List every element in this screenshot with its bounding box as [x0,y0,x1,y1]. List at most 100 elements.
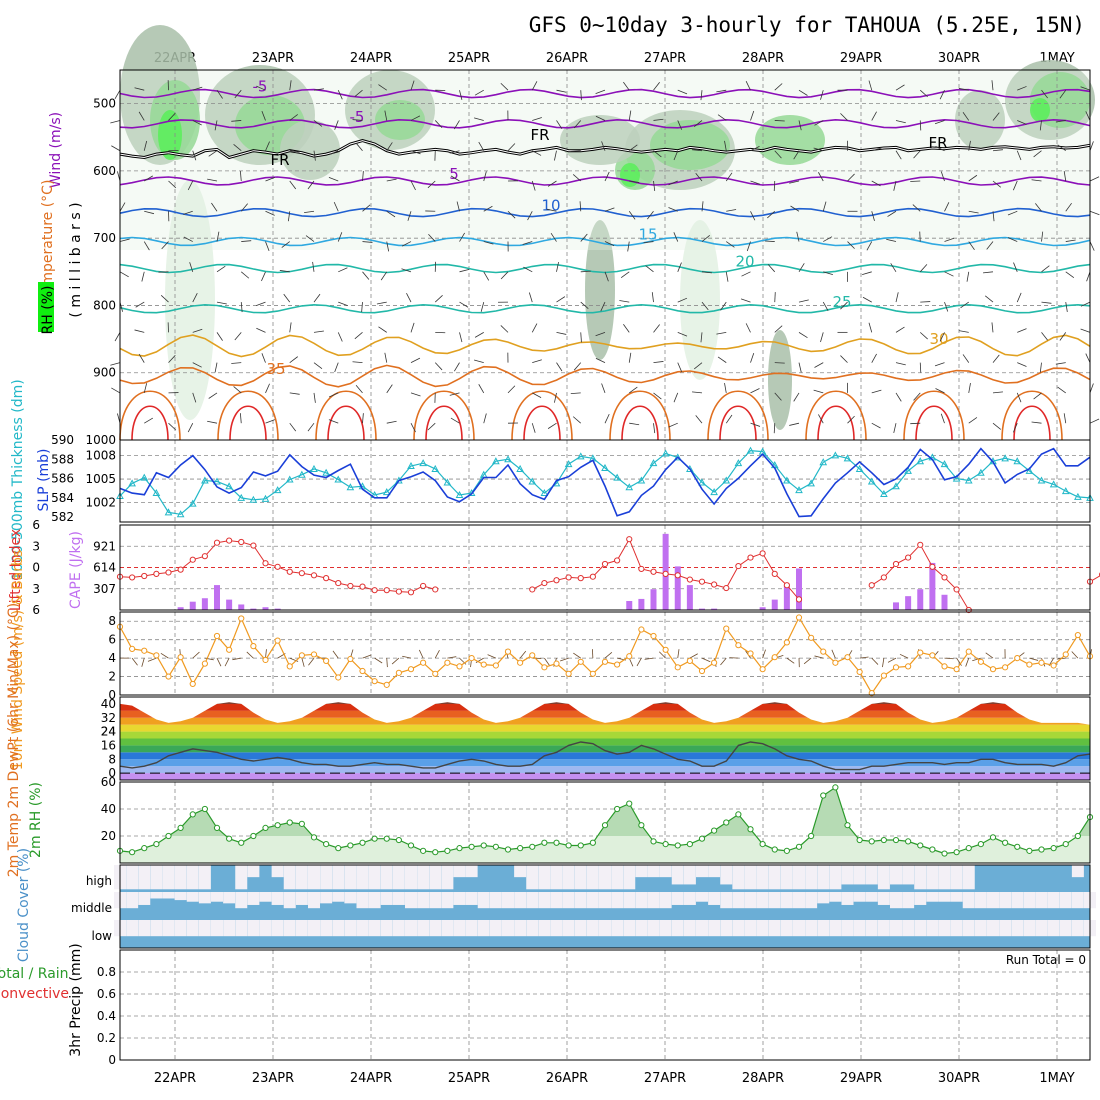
wind-barb [289,657,299,662]
wind-speed-marker [808,634,815,641]
wind-barb [207,178,218,182]
rh-marker [929,846,936,853]
temp-band [120,752,1090,760]
date-label-top: 28APR [742,51,784,66]
wind-barb [192,150,197,161]
wind-barb [692,149,703,152]
cape-bar [674,566,681,610]
wind-barb [138,353,145,363]
lifted-index-marker [626,536,633,543]
wind-barb [192,328,203,333]
wind-speed-marker [517,659,524,666]
wind-barb [241,240,252,242]
wind-barb [239,413,242,424]
wind-barb [1063,413,1067,424]
cloud-gap [671,892,684,905]
wind-speed-marker [1026,661,1033,668]
y-tick-thickness: 590 [51,433,74,447]
lifted-index-marker [698,578,706,585]
contour-loop [229,405,267,441]
wind-barb [934,120,945,125]
wind-speed-marker [892,664,900,671]
wind-barb [1041,89,1048,99]
cloud-gap [829,920,842,937]
wind-barb [580,332,582,343]
wind-speed-marker [129,645,136,652]
rh-marker [614,805,621,813]
rh-marker [407,842,415,849]
wind-barb [386,241,390,252]
wind-speed-marker [407,666,415,673]
thickness-marker [201,476,209,484]
y-label-rh2m: 2m RH (%) [28,782,44,858]
wind-barb [604,413,610,424]
cape-bar [250,608,257,610]
wind-speed-marker [1074,631,1081,639]
wind-barb [532,150,542,156]
wind-barb [944,237,955,242]
rh-marker [504,846,512,853]
wind-barb [668,207,678,212]
cloud-gap [962,920,975,937]
cloud-gap [320,865,333,890]
wind-barb [745,81,751,91]
cape-bar [238,604,245,610]
cloud-gap [829,892,842,902]
cloud-gap [380,920,393,937]
wind-barb [773,423,776,434]
thickness-marker [188,499,197,507]
cloud-gap [926,920,939,937]
panel-frame [119,439,1091,523]
thickness-marker [407,462,415,470]
wind-barb [668,180,678,186]
wind-barb [434,362,443,371]
rh-marker [189,811,196,818]
wind-barb [386,384,393,394]
wind-speed-marker [795,614,803,621]
panel-frame [119,864,1091,949]
thickness-marker [419,459,427,467]
lifted-index-marker [759,550,766,557]
cloud-gap [356,892,369,909]
thickness-marker [310,464,318,472]
wind-barb [328,177,339,182]
cloud-level-label: high [86,874,112,888]
cloud-gap [720,865,733,885]
cloud-gap [441,892,454,909]
date-label-bottom: 23APR [252,1071,294,1086]
contour-loop [511,390,573,441]
thickness-marker [1013,457,1022,465]
contour-loop [315,390,377,441]
wind-barb [454,362,460,372]
thickness-marker [176,510,185,518]
lifted-index-marker [941,574,948,581]
wind-barb [147,657,157,662]
wind-barb [887,210,897,217]
wind-barb [289,422,297,432]
wind-barb [629,180,640,183]
cloud-gap [308,892,320,909]
cloud-gap [1059,892,1072,909]
lifted-index-marker [771,570,778,577]
wind-barb [895,326,905,333]
rh-marker [601,822,609,829]
cloud-gap [756,892,769,909]
wind-barb [1029,657,1039,661]
wind-barb [798,263,805,273]
cloud-gap [429,920,442,937]
wind-barb [601,383,606,394]
legend-convective: Convective [0,986,69,1002]
thickness-marker [455,490,464,498]
wind-barb [473,359,484,364]
wind-barb [531,180,536,191]
rh-marker [444,847,451,854]
wind-barb [750,422,761,427]
lifted-index-marker [662,570,669,577]
wind-barb [962,354,970,363]
wind-barb [1065,271,1075,279]
wind-barb [895,150,902,160]
y-tick: 0.2 [97,1031,116,1045]
cloud-gap [950,865,963,890]
wind-barb [960,301,969,309]
wind-barb [483,413,487,424]
